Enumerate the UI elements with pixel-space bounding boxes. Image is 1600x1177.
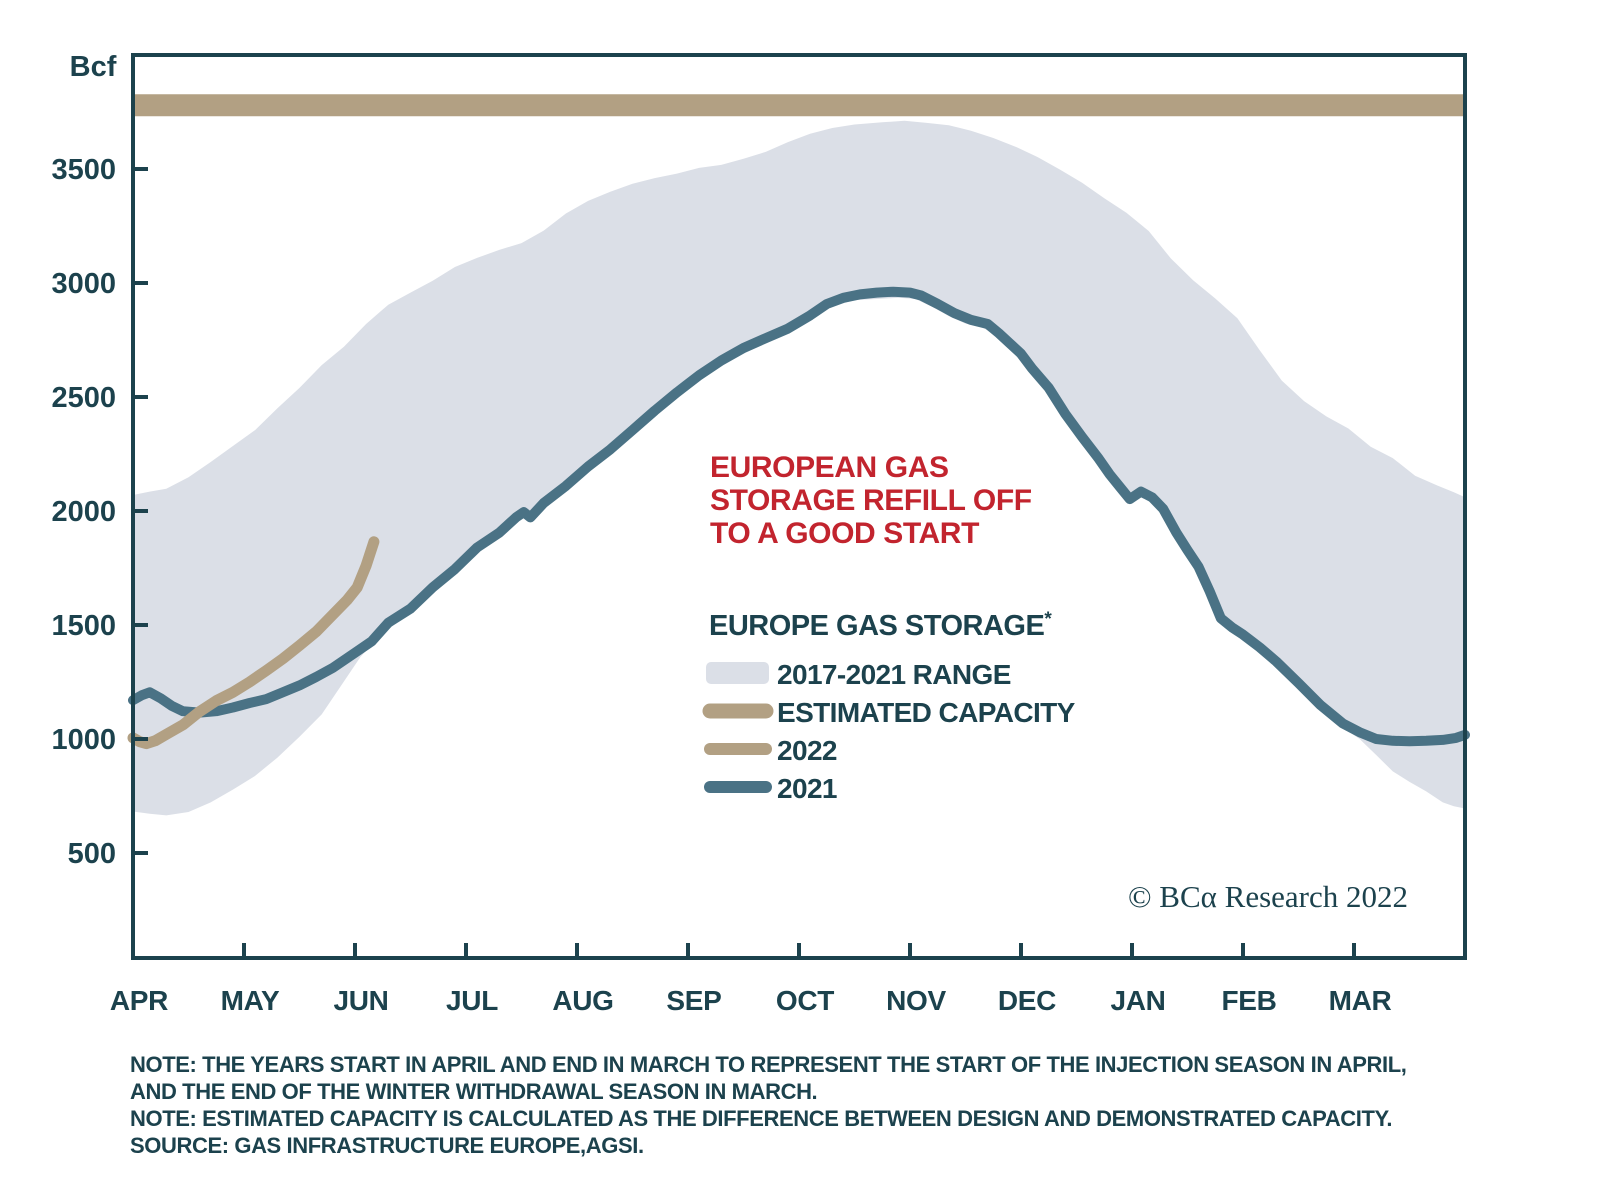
legend-item-range: 2017-2021 RANGE [706,659,1011,690]
footnote-line-1: NOTE: THE YEARS START IN APRIL AND END I… [130,1052,1406,1077]
x-axis-label-nov: NOV [886,985,946,1016]
legend: EUROPE GAS STORAGE* 2017-2021 RANGE ESTI… [702,609,1076,804]
x-axis-label-jan: JAN [1110,985,1165,1016]
y-tick-label-2000: 2000 [51,496,116,528]
x-axis-label-apr: APR [110,985,168,1016]
x-axis-label-feb: FEB [1221,985,1276,1016]
y-tick-label-3000: 3000 [51,268,116,300]
legend-label-2022: 2022 [777,735,837,766]
legend-title-asterisk: * [1044,609,1052,630]
y-axis-ticks [133,167,148,855]
series-line-2021 [128,286,1470,747]
y-tick-label-2500: 2500 [51,382,116,414]
y-axis-labels: 500 1000 1500 2000 2500 3000 3500 [51,154,116,870]
series-line-2022 [127,536,380,750]
x-axis-label-sep: SEP [666,985,721,1016]
chart-annotation-title: EUROPEAN GAS STORAGE REFILL OFF TO A GOO… [710,451,1032,550]
y-tick-label-500: 500 [68,838,116,870]
legend-label-capacity: ESTIMATED CAPACITY [777,697,1076,728]
range-band-2017-2021 [133,120,1465,816]
y-tick-label-1500: 1500 [51,610,116,642]
legend-item-2022: 2022 [704,735,838,766]
footnotes: NOTE: THE YEARS START IN APRIL AND END I… [130,1052,1407,1158]
footnote-line-3: NOTE: ESTIMATED CAPACITY IS CALCULATED A… [130,1106,1392,1131]
bca-research-watermark: © BCα Research 2022 [1128,879,1408,914]
annotation-line-1: EUROPEAN GAS [710,451,949,484]
x-axis-label-mar: MAR [1329,985,1392,1016]
x-axis-label-jun: JUN [333,985,388,1016]
legend-item-2021: 2021 [704,773,838,804]
x-axis-labels: APR MAY JUN JUL AUG SEP OCT NOV DEC JAN FEB MAR [110,985,1392,1016]
x-axis-label-dec: DEC [998,985,1056,1016]
x-axis-label-oct: OCT [776,985,834,1016]
annotation-line-3: TO A GOOD START [710,517,979,550]
y-axis-unit-label: Bcf [70,51,117,83]
legend-label-2021: 2021 [777,773,837,804]
y-tick-label-1000: 1000 [51,724,116,756]
range-swatch [706,662,769,684]
legend-title: EUROPE GAS STORAGE* [709,609,1052,642]
annotation-line-2: STORAGE REFILL OFF [710,484,1032,517]
x-axis-label-jul: JUL [446,985,498,1016]
legend-item-capacity: ESTIMATED CAPACITY [702,697,1076,728]
x-axis-ticks [242,943,1356,958]
x-axis-label-may: MAY [221,985,280,1016]
legend-label-range: 2017-2021 RANGE [777,659,1011,690]
x-axis-label-aug: AUG [552,985,613,1016]
y-tick-label-3500: 3500 [51,154,116,186]
footnote-line-4: SOURCE: GAS INFRASTRUCTURE EUROPE,AGSI. [130,1133,644,1158]
footnote-line-2: AND THE END OF THE WINTER WITHDRAWAL SEA… [130,1079,817,1104]
